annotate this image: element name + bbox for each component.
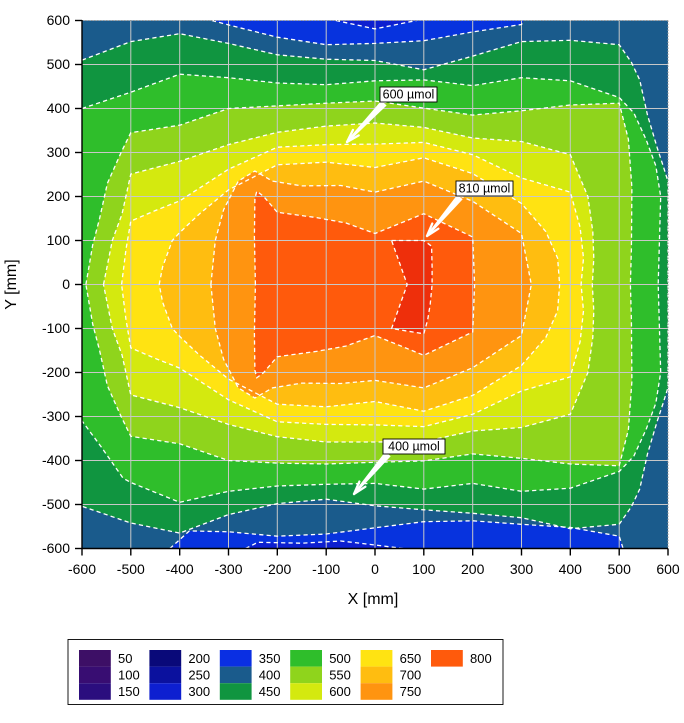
svg-text:-200: -200 <box>263 561 291 577</box>
svg-text:300: 300 <box>188 684 210 699</box>
svg-text:-100: -100 <box>42 320 70 336</box>
svg-text:0: 0 <box>371 561 379 577</box>
svg-text:750: 750 <box>400 684 422 699</box>
svg-text:400: 400 <box>47 100 71 116</box>
svg-text:100: 100 <box>412 561 436 577</box>
svg-text:-300: -300 <box>42 408 70 424</box>
svg-text:-400: -400 <box>166 561 194 577</box>
svg-text:300: 300 <box>510 561 534 577</box>
svg-text:400: 400 <box>259 668 281 683</box>
svg-text:500: 500 <box>608 561 632 577</box>
svg-text:350: 350 <box>259 651 281 666</box>
svg-text:-400: -400 <box>42 452 70 468</box>
svg-text:-500: -500 <box>42 496 70 512</box>
svg-text:0: 0 <box>62 276 70 292</box>
svg-text:100: 100 <box>118 668 140 683</box>
svg-text:50: 50 <box>118 651 132 666</box>
svg-text:250: 250 <box>188 668 210 683</box>
svg-text:-100: -100 <box>312 561 340 577</box>
svg-text:400: 400 <box>559 561 583 577</box>
svg-text:200: 200 <box>188 651 210 666</box>
svg-text:800: 800 <box>470 651 492 666</box>
svg-text:X [mm]: X [mm] <box>348 591 399 608</box>
svg-text:500: 500 <box>329 651 351 666</box>
svg-text:550: 550 <box>329 668 351 683</box>
svg-text:-600: -600 <box>42 540 70 556</box>
svg-text:-500: -500 <box>117 561 145 577</box>
svg-text:500: 500 <box>47 56 71 72</box>
svg-text:600: 600 <box>656 561 680 577</box>
svg-text:650: 650 <box>400 651 422 666</box>
svg-text:150: 150 <box>118 684 140 699</box>
svg-text:810 µmol: 810 µmol <box>459 182 511 196</box>
svg-text:100: 100 <box>47 232 71 248</box>
svg-text:600: 600 <box>329 684 351 699</box>
svg-text:300: 300 <box>47 144 71 160</box>
svg-text:-300: -300 <box>214 561 242 577</box>
svg-text:-600: -600 <box>68 561 96 577</box>
svg-text:200: 200 <box>461 561 485 577</box>
svg-text:700: 700 <box>400 668 422 683</box>
svg-text:600 µmol: 600 µmol <box>383 88 435 102</box>
svg-text:600: 600 <box>47 12 71 28</box>
svg-text:Y [mm]: Y [mm] <box>3 259 20 309</box>
svg-text:450: 450 <box>259 684 281 699</box>
svg-text:200: 200 <box>47 188 71 204</box>
svg-text:400 µmol: 400 µmol <box>388 440 440 454</box>
svg-text:-200: -200 <box>42 364 70 380</box>
